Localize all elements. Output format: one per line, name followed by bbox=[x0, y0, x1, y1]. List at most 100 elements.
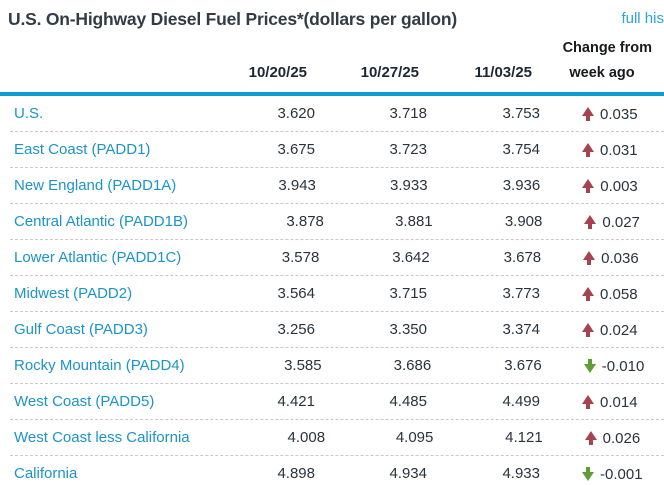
price-week1: 4.898 bbox=[277, 465, 315, 482]
down-arrow-icon bbox=[582, 466, 594, 481]
price-week1: 3.878 bbox=[286, 213, 324, 230]
table-row: West Coast (PADD5) 4.421 4.485 4.499 0.014 bbox=[0, 384, 664, 419]
price-week1: 3.585 bbox=[284, 357, 322, 374]
date-column-header-3: 11/03/25 bbox=[474, 64, 532, 81]
region-label: East Coast (PADD1) bbox=[14, 141, 151, 158]
arrow-stem bbox=[586, 294, 590, 301]
row-separator bbox=[10, 167, 664, 168]
table-row: U.S. 3.620 3.718 3.753 0.035 bbox=[0, 96, 664, 131]
change-value: 0.024 bbox=[600, 322, 638, 339]
change-value: 0.026 bbox=[602, 430, 641, 447]
down-arrow-icon bbox=[583, 358, 596, 373]
price-week3: 3.936 bbox=[502, 177, 541, 194]
price-week2: 3.642 bbox=[392, 249, 430, 266]
arrow-head bbox=[582, 471, 594, 481]
arrow-head bbox=[582, 286, 594, 296]
full-history-link[interactable]: full his bbox=[621, 10, 664, 27]
region-label: Central Atlantic (PADD1B) bbox=[14, 213, 188, 230]
price-week1: 3.256 bbox=[277, 321, 315, 338]
up-arrow-icon bbox=[582, 178, 595, 193]
price-week3: 3.754 bbox=[502, 141, 540, 158]
change-value: 0.027 bbox=[602, 214, 640, 231]
up-arrow-icon bbox=[582, 106, 594, 121]
table-row: Lower Atlantic (PADD1C) 3.578 3.642 3.678 0.… bbox=[0, 240, 664, 275]
price-week1: 3.620 bbox=[277, 105, 315, 122]
price-week2: 3.718 bbox=[389, 105, 427, 122]
region-label: West Coast (PADD5) bbox=[14, 393, 155, 410]
price-week2: 3.933 bbox=[390, 177, 428, 194]
table-row: Midwest (PADD2) 3.564 3.715 3.773 0.058 bbox=[0, 276, 664, 311]
table-body: U.S. 3.620 3.718 3.753 0.035 East Coast (PADD… bbox=[0, 96, 664, 485]
change-value: 0.058 bbox=[600, 286, 638, 303]
row-separator bbox=[10, 311, 664, 312]
price-week2: 4.485 bbox=[389, 393, 427, 410]
arrow-head bbox=[582, 142, 594, 152]
table-row: East Coast (PADD1) 3.675 3.723 3.754 0.031 bbox=[0, 132, 664, 167]
price-week2: 3.881 bbox=[395, 213, 433, 230]
up-arrow-icon bbox=[582, 286, 594, 301]
region-label: Midwest (PADD2) bbox=[14, 285, 133, 302]
price-week1: 4.421 bbox=[277, 393, 315, 410]
region-label: Rocky Mountain (PADD4) bbox=[14, 357, 185, 374]
change-cell: 0.024 bbox=[540, 321, 664, 339]
price-week1: 3.943 bbox=[278, 177, 316, 194]
arrow-head bbox=[583, 250, 596, 260]
change-cell: 0.003 bbox=[540, 177, 664, 195]
table-row: Gulf Coast (PADD3) 3.256 3.350 3.374 0.024 bbox=[0, 312, 664, 347]
change-cell: 0.036 bbox=[541, 249, 664, 267]
price-week2: 4.934 bbox=[389, 465, 427, 482]
price-week2: 3.715 bbox=[389, 285, 427, 302]
change-cell: 0.058 bbox=[540, 285, 664, 303]
arrow-stem bbox=[586, 330, 590, 337]
up-arrow-icon bbox=[582, 394, 594, 409]
change-value: 0.036 bbox=[601, 250, 639, 267]
header-divider-rule bbox=[0, 92, 664, 96]
price-week1: 3.564 bbox=[277, 285, 315, 302]
column-header-row: 10/20/25 10/27/25 11/03/25 week ago bbox=[0, 64, 664, 81]
price-week2: 3.686 bbox=[393, 357, 432, 374]
up-arrow-icon bbox=[584, 430, 597, 445]
price-week1: 4.008 bbox=[287, 429, 326, 446]
arrow-head bbox=[582, 322, 594, 332]
table-row: California 4.898 4.934 4.933 -0.001 bbox=[0, 456, 664, 485]
table-row: Rocky Mountain (PADD4) 3.585 3.686 3.676 -0.… bbox=[0, 348, 664, 383]
change-cell: 0.014 bbox=[540, 393, 664, 411]
price-week3: 3.908 bbox=[504, 213, 543, 230]
table-row: Central Atlantic (PADD1B) 3.878 3.881 3.908… bbox=[0, 204, 664, 239]
arrow-stem bbox=[586, 402, 590, 409]
change-cell: 0.035 bbox=[540, 105, 664, 123]
up-arrow-icon bbox=[582, 142, 594, 157]
arrow-stem bbox=[586, 466, 590, 473]
row-separator bbox=[10, 347, 664, 348]
price-week3: 4.499 bbox=[502, 393, 540, 410]
week-ago-header: week ago bbox=[569, 65, 635, 81]
price-week3: 3.676 bbox=[504, 357, 542, 374]
price-week3: 3.773 bbox=[502, 285, 540, 302]
price-week2: 3.350 bbox=[389, 321, 427, 338]
change-value: -0.001 bbox=[600, 466, 643, 483]
change-cell: -0.010 bbox=[542, 357, 664, 375]
region-label: New England (PADD1A) bbox=[14, 177, 177, 194]
change-value: 0.003 bbox=[600, 178, 638, 195]
arrow-head bbox=[582, 178, 595, 188]
region-label: West Coast less California bbox=[14, 429, 190, 446]
price-week3: 3.374 bbox=[502, 321, 540, 338]
region-label: California bbox=[14, 465, 78, 482]
change-value: 0.035 bbox=[600, 106, 638, 123]
change-cell: 0.027 bbox=[542, 213, 664, 231]
page-title: U.S. On-Highway Diesel Fuel Prices*(doll… bbox=[8, 9, 457, 29]
change-from-header: Change from bbox=[562, 40, 652, 56]
price-week3: 4.121 bbox=[505, 429, 543, 446]
arrow-stem bbox=[586, 186, 591, 193]
arrow-head bbox=[584, 214, 597, 224]
arrow-head bbox=[582, 394, 594, 404]
row-separator bbox=[10, 203, 664, 204]
up-arrow-icon bbox=[583, 250, 596, 265]
date-column-header-1: 10/20/25 bbox=[248, 64, 307, 81]
row-separator bbox=[10, 275, 664, 276]
arrow-head bbox=[583, 363, 596, 373]
row-separator bbox=[10, 239, 664, 240]
arrow-stem bbox=[586, 150, 590, 157]
change-cell: 0.026 bbox=[543, 429, 664, 447]
